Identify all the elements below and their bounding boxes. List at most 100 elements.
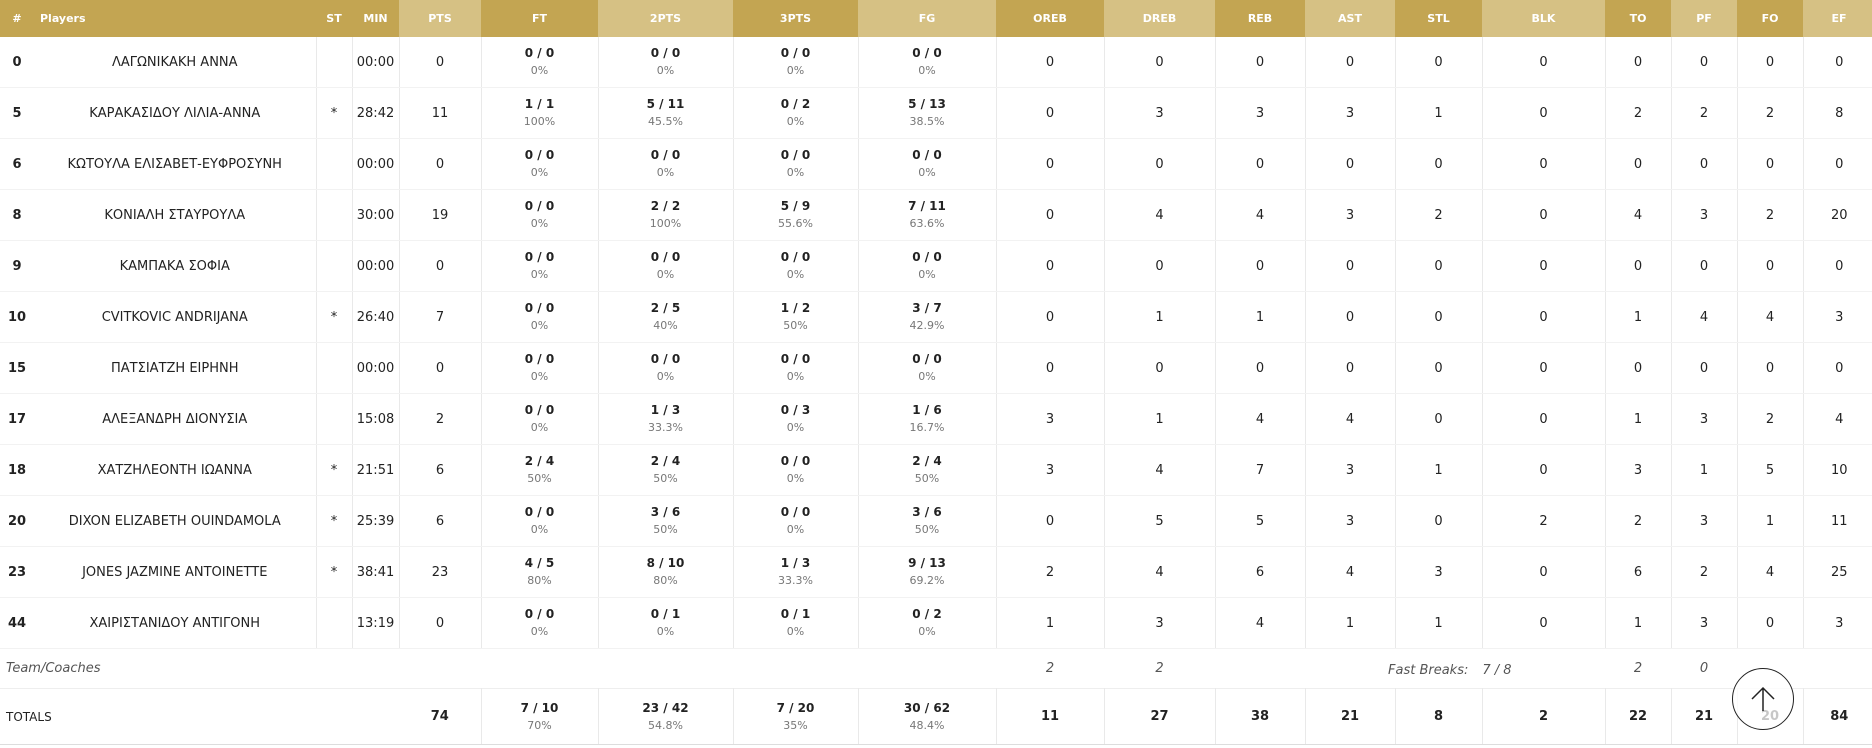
player-3pts-made: 1 / 2 [780,301,811,315]
header-fo[interactable]: FO [1737,0,1803,37]
player-oreb: 1 [996,597,1105,649]
player-3pts-made: 0 / 0 [780,46,811,60]
player-stl: 2 [1395,189,1483,241]
player-fg-pct: 69.2% [909,574,945,587]
scroll-to-top-button[interactable] [1732,668,1794,730]
player-fg-pct: 0% [918,370,936,383]
player-row: 10 CVITKOVIC ANDRIJANA * 26:40 7 0 / 0 0% 2 / 5… [0,291,1872,343]
player-pf: 2 [1671,87,1738,139]
header-ef[interactable]: EF [1803,0,1872,37]
player-fg-made: 0 / 0 [912,46,942,60]
player-ft-made: 0 / 0 [524,505,555,519]
starter-marker: * [316,291,353,343]
totals-ef: 84 [1803,688,1872,745]
team-coaches-label: Team/Coaches [6,661,101,676]
player-blk: 0 [1482,189,1606,241]
player-oreb: 0 [996,291,1105,343]
player-ft-made: 0 / 0 [524,607,555,621]
fast-breaks-label: Fast Breaks: [1388,663,1469,678]
header-2pts[interactable]: 2PTS [598,0,733,37]
player-ft-pct: 0% [530,625,549,638]
player-fg: 0 / 0 0% [858,342,997,394]
player-2pts-made: 8 / 10 [646,556,685,570]
totals-label: TOTALS [0,688,399,745]
player-blk: 0 [1482,342,1606,394]
header-fg[interactable]: FG [858,0,996,37]
header-pf[interactable]: PF [1671,0,1737,37]
header-ast[interactable]: AST [1305,0,1395,37]
player-3pts-made: 0 / 1 [780,607,811,621]
player-ft-pct: 0% [530,370,549,383]
player-points: 0 [399,342,482,394]
player-oreb: 0 [996,87,1105,139]
totals-ft-pct: 70% [527,718,552,732]
player-minutes: 28:42 [352,87,400,139]
arrow-up-icon [1751,686,1775,711]
player-number: 17 [0,393,34,445]
player-fg-pct: 0% [918,64,936,77]
player-2pts: 3 / 6 50% [598,495,734,547]
header-reb[interactable]: REB [1215,0,1305,37]
player-points: 2 [399,393,482,445]
player-oreb: 3 [996,444,1105,496]
player-ft-made: 0 / 0 [524,301,555,315]
player-blk: 0 [1482,597,1606,649]
player-pf: 0 [1671,240,1738,292]
player-fo: 0 [1737,342,1804,394]
player-minutes: 00:00 [352,138,400,190]
player-2pts: 0 / 1 0% [598,597,734,649]
player-fg: 5 / 13 38.5% [858,87,997,139]
player-2pts: 2 / 2 100% [598,189,734,241]
player-name: ΚΩΤΟΥΛΑ ΕΛΙΣΑΒΕΤ-ΕΥΦΡΟΣΥΝΗ [34,138,317,190]
totals-2pts-made: 23 / 42 [642,700,689,715]
player-number: 18 [0,444,34,496]
header-num[interactable]: # [0,0,34,37]
header-3pts[interactable]: 3PTS [733,0,858,37]
header-stl[interactable]: STL [1395,0,1482,37]
player-dreb: 4 [1104,189,1216,241]
header-oreb[interactable]: OREB [996,0,1104,37]
player-pf: 0 [1671,342,1738,394]
player-2pts-pct: 40% [653,319,678,332]
player-number: 44 [0,597,34,649]
header-min[interactable]: MIN [352,0,399,37]
player-3pts: 0 / 0 0% [733,444,859,496]
player-minutes: 38:41 [352,546,400,598]
header-blk[interactable]: BLK [1482,0,1605,37]
player-oreb: 2 [996,546,1105,598]
header-to[interactable]: TO [1605,0,1671,37]
player-ast: 1 [1305,597,1396,649]
player-ast: 0 [1305,291,1396,343]
player-row: 17 ΑΛΕΞΑΝΔΡΗ ΔΙΟΝΥΣΙΑ 15:08 2 0 / 0 0% 1 / 3 33… [0,393,1872,445]
player-dreb: 3 [1104,87,1216,139]
header-pts[interactable]: PTS [399,0,481,37]
header-st[interactable]: ST [316,0,352,37]
player-points: 0 [399,597,482,649]
starter-marker [316,189,353,241]
player-ft: 0 / 0 0% [481,138,599,190]
header-ft[interactable]: FT [481,0,598,37]
header-dreb[interactable]: DREB [1104,0,1215,37]
player-3pts: 0 / 3 0% [733,393,859,445]
player-fg: 0 / 0 0% [858,240,997,292]
player-fo: 2 [1737,189,1804,241]
player-blk: 0 [1482,138,1606,190]
player-stl: 3 [1395,546,1483,598]
player-2pts-made: 0 / 0 [650,250,681,264]
player-number: 8 [0,189,34,241]
player-3pts: 5 / 9 55.6% [733,189,859,241]
player-reb: 7 [1215,444,1306,496]
starter-marker [316,342,353,394]
player-fg-made: 0 / 0 [912,148,942,162]
player-fg-made: 1 / 6 [912,403,942,417]
player-fg-made: 3 / 6 [912,505,942,519]
player-stl: 0 [1395,240,1483,292]
player-3pts-made: 0 / 0 [780,250,811,264]
player-3pts-pct: 0% [786,64,805,77]
player-name: ΚΑΜΠΑΚΑ ΣΟΦΙΑ [34,240,317,292]
player-ft: 0 / 0 0% [481,495,599,547]
player-to: 0 [1605,138,1672,190]
player-reb: 0 [1215,342,1306,394]
player-minutes: 26:40 [352,291,400,343]
header-players[interactable]: Players [34,0,316,37]
